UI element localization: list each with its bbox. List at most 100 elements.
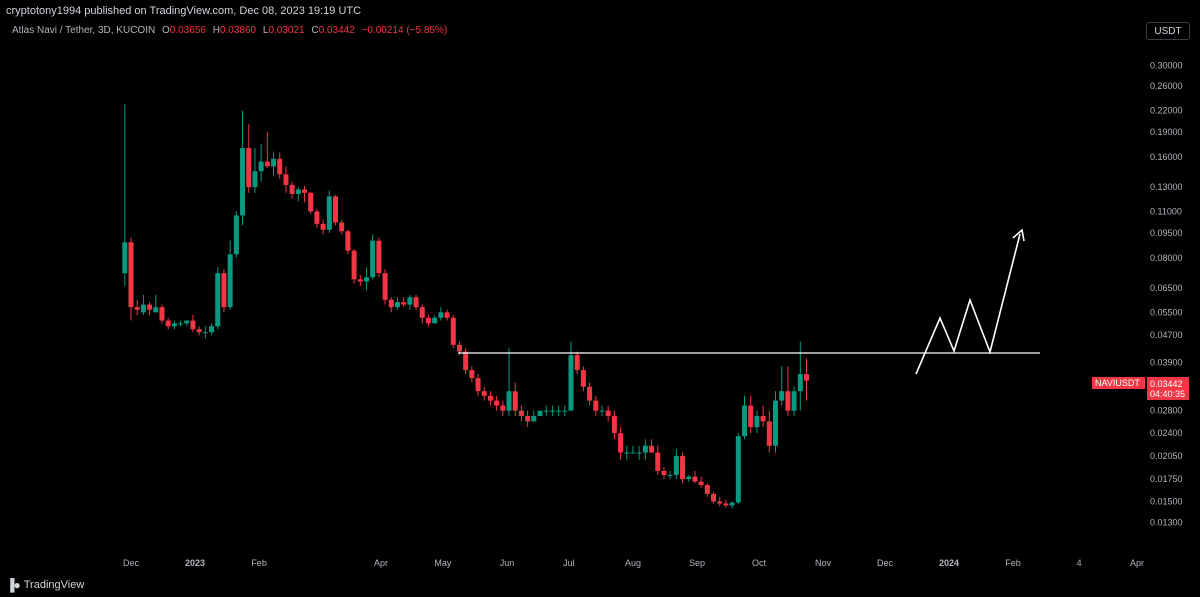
candle bbox=[661, 467, 667, 480]
candle bbox=[432, 315, 438, 324]
candle-body bbox=[295, 189, 301, 195]
candle-body bbox=[438, 312, 444, 318]
y-tick-label: 0.01500 bbox=[1150, 497, 1183, 507]
candle-body bbox=[140, 304, 146, 313]
candle-body bbox=[556, 410, 562, 412]
candle bbox=[766, 410, 772, 453]
candle-body bbox=[711, 493, 717, 502]
y-tick-label: 0.16000 bbox=[1150, 152, 1183, 162]
candle-body bbox=[215, 273, 221, 327]
candle bbox=[549, 405, 555, 416]
candle-body bbox=[178, 323, 184, 325]
candle-body bbox=[549, 410, 555, 412]
y-tick-label: 0.02800 bbox=[1150, 406, 1183, 416]
footer-brand[interactable]: ▐● TradingView bbox=[6, 578, 84, 592]
candle bbox=[487, 391, 493, 406]
x-tick-label: Apr bbox=[1130, 558, 1144, 568]
candle bbox=[580, 366, 586, 392]
candle-body bbox=[475, 378, 481, 392]
last-price-tag: NAVIUSDT 0.03442 04:40:35 bbox=[1092, 377, 1189, 400]
candle-body bbox=[735, 436, 741, 503]
candle-body bbox=[630, 452, 636, 454]
candle-body bbox=[537, 410, 543, 416]
candle-body bbox=[512, 391, 518, 411]
candle bbox=[320, 219, 326, 235]
candle-body bbox=[171, 323, 177, 327]
x-tick-label: 2024 bbox=[939, 558, 959, 568]
candle-body bbox=[444, 312, 450, 318]
candle bbox=[463, 348, 469, 375]
candle bbox=[363, 267, 369, 291]
candle-body bbox=[376, 240, 382, 274]
candle-body bbox=[580, 370, 586, 387]
price-tag-countdown: 04:40:35 bbox=[1150, 389, 1185, 399]
candle-body bbox=[680, 456, 686, 480]
footer-brand-label: TradingView bbox=[23, 579, 85, 591]
x-tick-label: 4 bbox=[1077, 558, 1082, 568]
candle bbox=[252, 148, 258, 193]
candle-body bbox=[494, 400, 500, 406]
candle-body bbox=[190, 320, 196, 330]
candle bbox=[574, 351, 580, 375]
candle-body bbox=[463, 351, 469, 371]
price-axis[interactable]: 0.30000 0.26000 0.22000 0.19000 0.16000 0.130… bbox=[1150, 60, 1183, 527]
candle bbox=[525, 410, 531, 428]
candle bbox=[302, 186, 308, 203]
ohlc-high: 0.03860 bbox=[219, 25, 257, 36]
candle-body bbox=[649, 445, 655, 453]
candle bbox=[314, 208, 320, 229]
candle bbox=[388, 297, 394, 313]
candle-body bbox=[791, 391, 797, 411]
candle bbox=[258, 143, 264, 182]
candle-body bbox=[283, 174, 289, 185]
x-tick-label: 2023 bbox=[185, 558, 205, 568]
candle-body bbox=[704, 485, 710, 494]
candle bbox=[240, 110, 246, 226]
candle bbox=[357, 275, 363, 286]
y-tick-label: 0.08000 bbox=[1150, 253, 1183, 263]
candle-body bbox=[599, 410, 605, 412]
candle bbox=[611, 410, 617, 440]
candle-body bbox=[320, 223, 326, 230]
candle bbox=[630, 445, 636, 454]
candle-body bbox=[308, 192, 314, 212]
symbol-title[interactable]: Atlas Navi / Tether, 3D, KUCOIN bbox=[12, 25, 156, 36]
candle bbox=[531, 410, 537, 422]
candle bbox=[134, 299, 140, 316]
y-tick-label: 0.06500 bbox=[1150, 283, 1183, 293]
ohlc-open-label: O bbox=[161, 25, 170, 36]
candle-body bbox=[159, 307, 165, 321]
candle-body bbox=[525, 415, 531, 422]
candle-body bbox=[221, 273, 227, 308]
candle bbox=[215, 267, 221, 330]
time-axis[interactable]: Dec 2023 Feb Apr May Jun Jul Aug Sep Oct Nov Dec 202… bbox=[123, 558, 1144, 568]
candle-body bbox=[401, 302, 407, 305]
candle-body bbox=[302, 189, 308, 193]
y-tick-label: 0.30000 bbox=[1150, 60, 1183, 70]
candle bbox=[587, 382, 593, 406]
ohlc-change: −0.00214 (−5.85%) bbox=[361, 25, 448, 36]
candle bbox=[339, 219, 345, 235]
candle-body bbox=[760, 415, 766, 422]
y-tick-label: 0.02050 bbox=[1150, 451, 1183, 461]
candle bbox=[370, 234, 376, 280]
currency-button[interactable]: USDT bbox=[1146, 22, 1190, 40]
candle-body bbox=[803, 374, 809, 381]
candle-body bbox=[754, 415, 760, 428]
candle-body bbox=[636, 452, 642, 454]
candle-body bbox=[425, 317, 431, 324]
candle-body bbox=[339, 222, 345, 232]
y-tick-label: 0.11000 bbox=[1150, 206, 1182, 216]
candle bbox=[779, 366, 785, 406]
candle-body bbox=[717, 501, 723, 504]
candle bbox=[698, 476, 704, 488]
candle bbox=[556, 405, 562, 416]
candle-body bbox=[128, 242, 134, 308]
candle-body bbox=[202, 332, 208, 334]
candle-body bbox=[500, 405, 506, 411]
ohlc-high-label: H bbox=[212, 25, 220, 36]
candle-body bbox=[797, 374, 803, 392]
candle-body bbox=[351, 250, 357, 280]
candle-body bbox=[153, 307, 159, 313]
